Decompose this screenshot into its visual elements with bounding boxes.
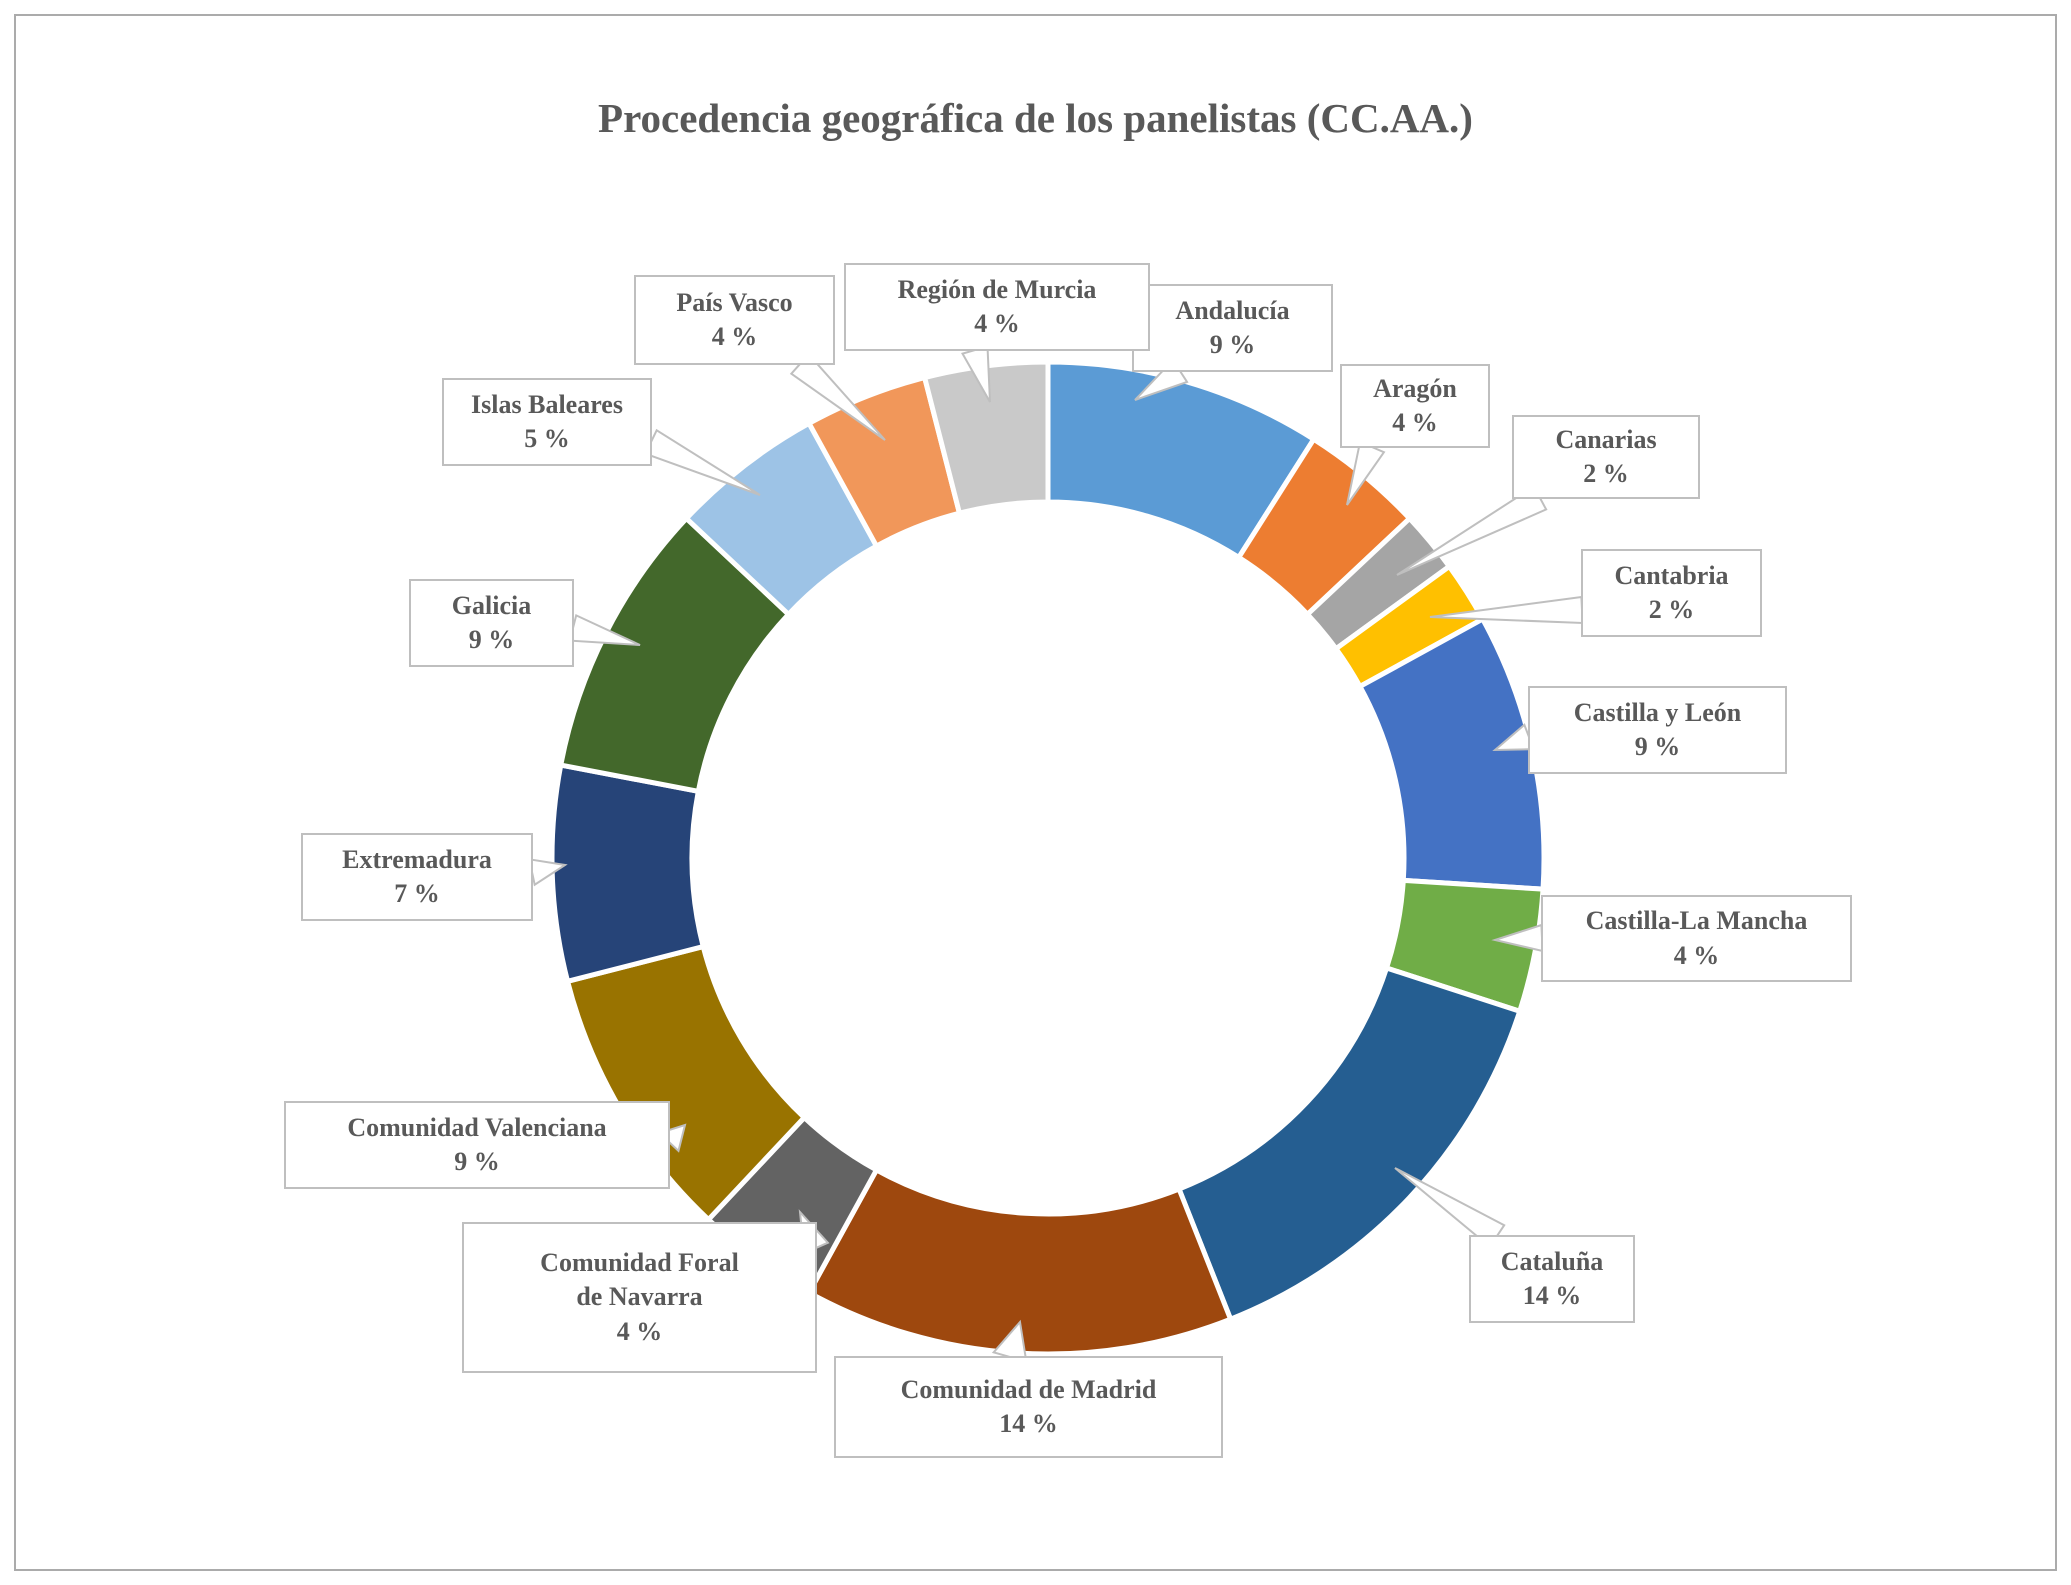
callout-value: 14 %	[999, 1409, 1058, 1438]
callout-castilla-y-leon: Castilla y León 9 %	[1528, 686, 1787, 774]
callout-islas-baleares: Islas Baleares 5 %	[442, 378, 652, 466]
callout-label: Castilla-La Mancha	[1585, 906, 1808, 936]
callout-label: Comunidad Valenciana	[347, 1112, 607, 1142]
callout-galicia: Galicia 9 %	[409, 579, 574, 667]
callout-comunidad-de-madrid: Comunidad de Madrid 14 %	[834, 1356, 1223, 1458]
chart-title: Procedencia geográfica de los panelistas…	[598, 95, 1473, 141]
callout-value: 14 %	[1522, 1281, 1582, 1310]
callout-label: Andalucía	[1175, 295, 1290, 325]
callout-value: 5 %	[524, 424, 570, 453]
callout-label: Castilla y León	[1573, 697, 1742, 727]
callout-label: Islas Baleares	[471, 389, 623, 419]
callout-pointer-islas-baleares	[643, 428, 761, 496]
callout-value: 2 %	[1583, 459, 1629, 488]
callout-canarias: Canarias 2 %	[1512, 415, 1700, 499]
callout-value: 7 %	[394, 879, 440, 908]
callout-label: Cantabria	[1614, 560, 1729, 590]
callout-label: Comunidad Foral de Navarra	[540, 1248, 739, 1312]
callout-label: Aragón	[1373, 373, 1457, 403]
callout-value: 2 %	[1648, 595, 1695, 624]
callout-value: 9 %	[468, 625, 515, 654]
slice-extremadura	[549, 762, 706, 984]
callout-label: Región de Murcia	[897, 274, 1097, 304]
callout-castilla-la-mancha: Castilla-La Mancha 4 %	[1541, 895, 1852, 982]
callout-cataluna: Cataluña 14 %	[1469, 1235, 1635, 1323]
callout-label: Comunidad de Madrid	[900, 1374, 1157, 1404]
callout-cantabria: Cantabria 2 %	[1581, 549, 1762, 637]
callout-value: 4 %	[1673, 940, 1720, 970]
callout-comunidad-valenciana: Comunidad Valenciana 9 %	[284, 1101, 670, 1189]
callout-region-de-murcia: Región de Murcia 4 %	[844, 263, 1150, 351]
callout-value: 9 %	[1634, 732, 1681, 761]
callout-label: Galicia	[451, 590, 532, 620]
callout-label: Cataluña	[1500, 1246, 1604, 1276]
callout-value: 9 %	[1209, 330, 1256, 359]
callout-value: 4 %	[1392, 408, 1438, 437]
callout-value: 4 %	[711, 322, 758, 351]
callout-andalucia: Andalucía 9 %	[1132, 284, 1333, 372]
callout-extremadura: Extremadura 7 %	[301, 833, 533, 921]
callout-value: 4 %	[616, 1316, 663, 1346]
callout-pais-vasco: País Vasco 4 %	[634, 275, 835, 365]
callout-label: Extremadura	[342, 844, 492, 874]
callout-value: 4 %	[974, 309, 1020, 338]
callout-label: Canarias	[1555, 424, 1657, 454]
callout-comunidad-foral-de-navarra: Comunidad Foral de Navarra 4 %	[462, 1222, 817, 1373]
callout-label: País Vasco	[676, 287, 793, 317]
slice-region-de-murcia	[922, 359, 1051, 516]
callout-value: 9 %	[454, 1147, 500, 1176]
callout-aragon: Aragón 4 %	[1340, 364, 1490, 448]
